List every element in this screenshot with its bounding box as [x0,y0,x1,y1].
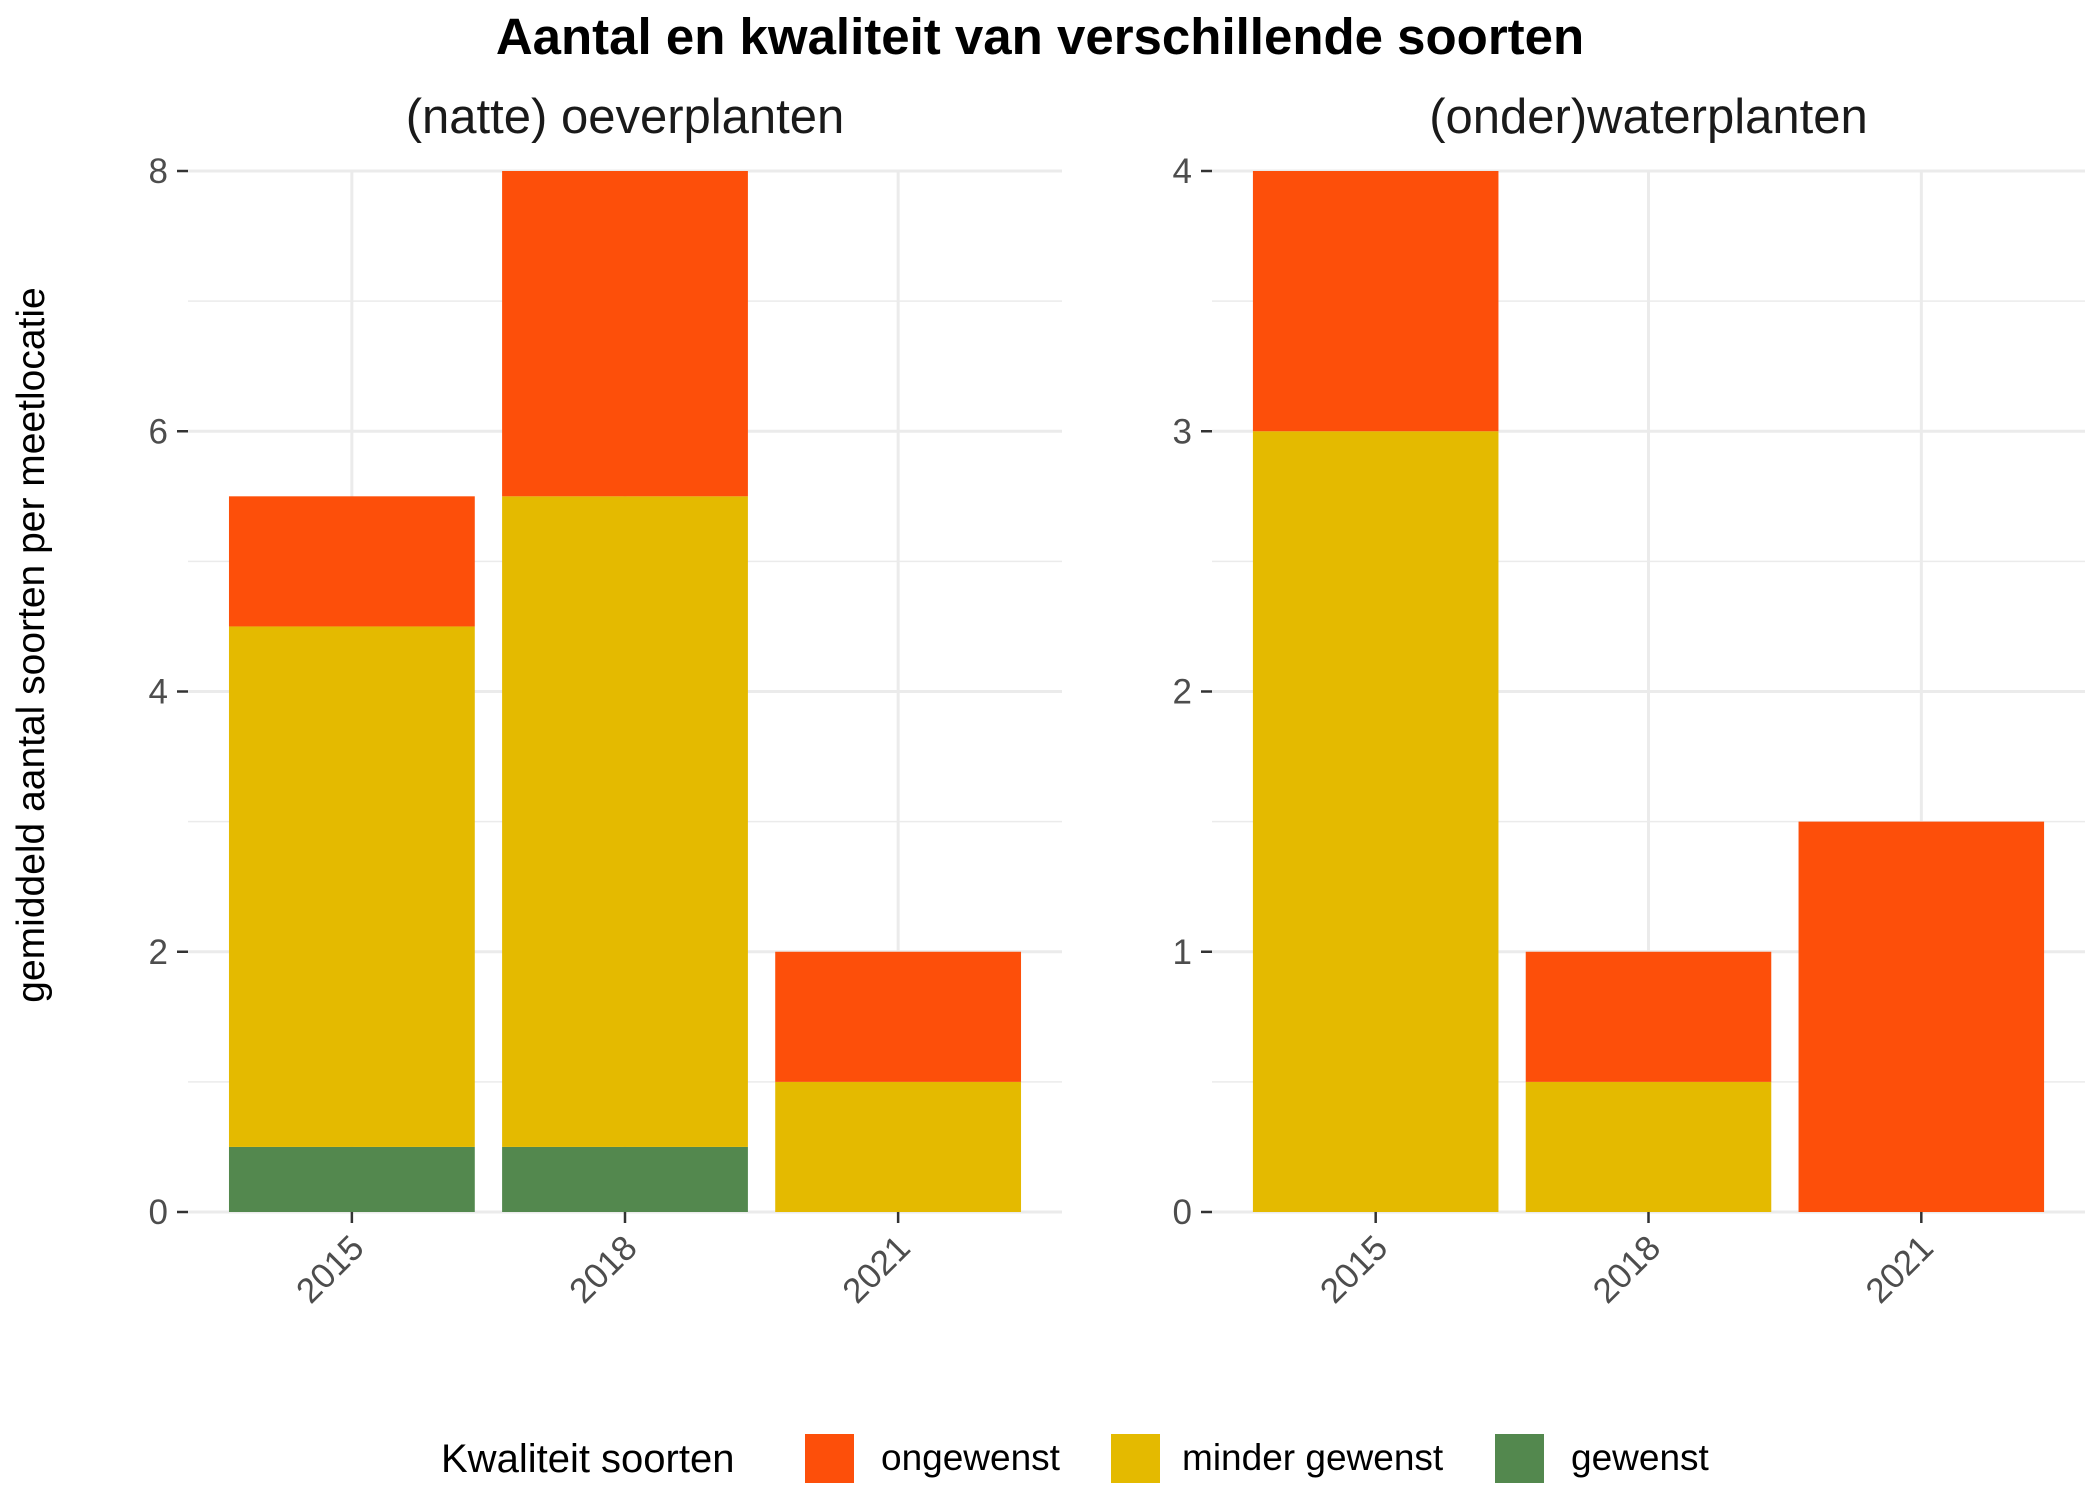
y-tick-label: 1 [1173,933,1192,972]
y-tick-label: 6 [149,412,168,451]
legend-swatch-gewenst [1495,1434,1544,1483]
bar-ongewenst-2015 [1252,171,1499,432]
legend-label-gewenst: gewenst [1571,1437,1710,1478]
legend-label-ongewenst: ongewenst [881,1437,1061,1478]
y-tick-label: 0 [149,1193,168,1232]
bar-minder-gewenst-2021 [775,1081,1022,1212]
y-tick-label: 3 [1173,412,1192,451]
y-tick-label: 2 [1173,673,1192,712]
bar-ongewenst-2021 [775,951,1022,1082]
x-tick-label: 2021 [1858,1228,1941,1311]
y-tick-label: 4 [149,673,168,712]
panel-title-waterplanten: (onder)waterplanten [1429,90,1868,144]
y-tick-label: 0 [1173,1193,1192,1232]
bar-ongewenst-2021 [1798,821,2045,1212]
bar-ongewenst-2015 [228,496,475,627]
x-tick-label: 2018 [1586,1228,1669,1311]
legend: Kwaliteit soorten ongewenst minder gewen… [441,1434,1710,1483]
legend-swatch-ongewenst [805,1434,854,1483]
x-tick-label: 2015 [1313,1228,1396,1311]
panel-waterplanten: (onder)waterplanten 0 1 2 3 4 2015 2018 2021 [1173,90,2085,1311]
bar-minder-gewenst-2018 [1525,1081,1772,1212]
bar-gewenst-2015 [228,1146,475,1212]
panel-title-oeverplanten: (natte) oeverplanten [406,90,845,144]
chart-title: Aantal en kwaliteit van verschillende so… [496,8,1584,65]
legend-label-minder-gewenst: minder gewenst [1182,1437,1444,1478]
y-tick-label: 8 [149,152,168,191]
bar-ongewenst-2018 [1525,951,1772,1082]
bar-ongewenst-2018 [502,171,748,497]
bar-minder-gewenst-2018 [502,496,748,1147]
bar-minder-gewenst-2015 [1252,431,1499,1212]
y-tick-label: 2 [149,933,168,972]
legend-title: Kwaliteit soorten [441,1437,734,1481]
bar-minder-gewenst-2015 [228,626,475,1147]
y-axis-label: gemiddeld aantal soorten per meetlocatie [10,287,53,1002]
x-tick-label: 2018 [562,1228,645,1311]
legend-swatch-minder-gewenst [1111,1434,1160,1483]
bar-gewenst-2018 [502,1146,748,1212]
panel-oeverplanten: (natte) oeverplanten 0 2 4 6 8 2015 2018 2021 [149,90,1062,1311]
y-tick-label: 4 [1173,152,1192,191]
x-tick-label: 2021 [835,1228,918,1311]
x-tick-label: 2015 [289,1228,372,1311]
